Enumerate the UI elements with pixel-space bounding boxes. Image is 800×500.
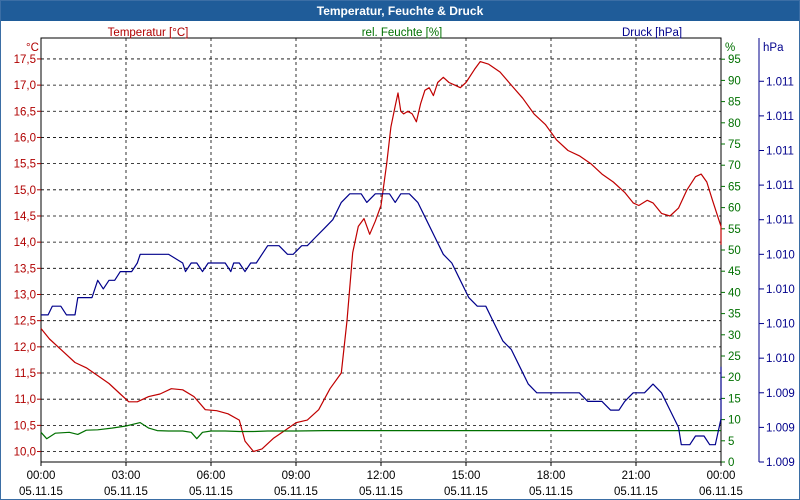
temp-tick-label: 13,0 <box>14 289 36 301</box>
humidity-axis-label: rel. Feuchte [%] <box>362 27 443 39</box>
temp-tick-label: 14,0 <box>14 237 36 249</box>
x-tick-time: 21:00 <box>622 470 651 482</box>
temp-tick-label: 11,5 <box>14 368 36 380</box>
x-tick-time: 09:00 <box>282 470 311 482</box>
humidity-tick-label: 20 <box>728 372 741 384</box>
temperature-axis-label: Temperatur [°C] <box>108 27 189 39</box>
humidity-tick-label: 55 <box>728 224 741 236</box>
x-tick-time: 00:00 <box>27 470 56 482</box>
x-tick-time: 15:00 <box>452 470 481 482</box>
pressure-axis-label: Druck [hPa] <box>622 27 682 39</box>
humidity-unit: % <box>725 42 735 54</box>
pressure-tick-label: 1.009 <box>766 388 795 400</box>
humidity-tick-label: 75 <box>728 139 741 151</box>
chart-title: Temperatur, Feuchte & Druck <box>1 1 799 21</box>
temp-tick-label: 17,0 <box>14 80 36 92</box>
humidity-tick-label: 30 <box>728 330 741 342</box>
series-line-pressure <box>41 193 722 446</box>
pressure-tick-label: 1.011 <box>766 111 794 123</box>
x-tick-time: 06:00 <box>197 470 226 482</box>
x-tick-date: 05.11.15 <box>189 486 233 498</box>
x-tick-time: 03:00 <box>112 470 141 482</box>
series-line-humidity <box>40 422 721 440</box>
pressure-tick-label: 1.010 <box>766 319 795 331</box>
x-tick-time: 12:00 <box>367 470 396 482</box>
temp-tick-label: 13,5 <box>14 263 36 275</box>
series-group <box>40 60 722 453</box>
humidity-tick-label: 45 <box>728 266 741 278</box>
pressure-tick-label: 1.010 <box>766 284 795 296</box>
pressure-unit: hPa <box>763 42 784 54</box>
humidity-tick-label: 65 <box>728 181 741 193</box>
humidity-tick-label: 0 <box>728 457 734 469</box>
temperature-unit: °C <box>26 42 39 54</box>
temp-tick-label: 16,0 <box>14 132 36 144</box>
x-tick-time: 18:00 <box>537 470 566 482</box>
humidity-tick-label: 50 <box>728 245 741 257</box>
humidity-tick-label: 60 <box>728 203 741 215</box>
humidity-tick-label: 5 <box>728 436 734 448</box>
x-tick-date: 05.11.15 <box>274 486 318 498</box>
temp-tick-label: 15,0 <box>14 185 36 197</box>
x-tick-date: 05.11.15 <box>529 486 573 498</box>
pressure-tick-label: 1.011 <box>766 76 794 88</box>
temp-tick-label: 16,5 <box>14 106 36 118</box>
pressure-tick-label: 1.009 <box>766 457 795 469</box>
x-tick-date: 05.11.15 <box>614 486 658 498</box>
axes: 10,0 10,5 11,0 11,5 12,0 12,5 13,0 13,5 14,0 14,5… <box>14 38 795 498</box>
pressure-tick-label: 1.011 <box>766 145 794 157</box>
humidity-tick-label: 85 <box>728 97 741 109</box>
x-tick-date: 06.11.15 <box>699 486 743 498</box>
temp-tick-label: 11,0 <box>14 394 36 406</box>
x-tick-time: 00:00 <box>707 470 736 482</box>
temp-tick-label: 15,5 <box>14 159 36 171</box>
humidity-tick-label: 40 <box>728 287 741 299</box>
temp-tick-label: 12,0 <box>14 342 36 354</box>
temp-tick-label: 14,5 <box>14 211 36 223</box>
humidity-tick-label: 25 <box>728 351 741 363</box>
humidity-tick-label: 90 <box>728 75 741 87</box>
humidity-tick-label: 10 <box>728 415 741 427</box>
pressure-tick-label: 1.010 <box>766 353 795 365</box>
temp-tick-label: 10,5 <box>14 420 36 432</box>
pressure-tick-label: 1.011 <box>766 180 794 192</box>
x-tick-date: 05.11.15 <box>104 486 148 498</box>
temp-tick-label: 17,5 <box>14 54 36 66</box>
x-tick-date: 05.11.15 <box>444 486 488 498</box>
x-tick-date: 05.11.15 <box>19 486 63 498</box>
temp-tick-label: 12,5 <box>14 316 36 328</box>
humidity-tick-label: 70 <box>728 160 741 172</box>
humidity-tick-label: 35 <box>728 309 741 321</box>
pressure-tick-label: 1.011 <box>766 215 794 227</box>
pressure-tick-label: 1.009 <box>766 422 795 434</box>
pressure-tick-label: 1.010 <box>766 249 795 261</box>
x-tick-date: 05.11.15 <box>359 486 403 498</box>
humidity-tick-label: 15 <box>728 393 741 405</box>
temp-tick-label: 10,0 <box>14 447 36 459</box>
humidity-tick-label: 95 <box>728 54 741 66</box>
series-line-temperature <box>40 60 722 453</box>
humidity-tick-label: 80 <box>728 118 741 130</box>
grid <box>41 38 721 462</box>
